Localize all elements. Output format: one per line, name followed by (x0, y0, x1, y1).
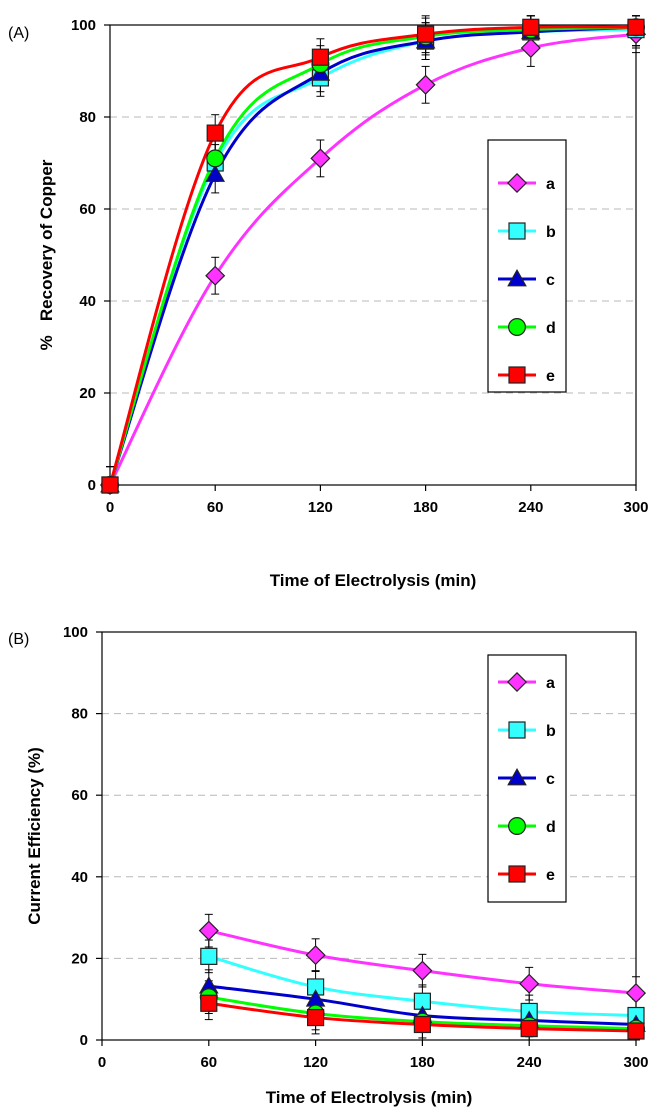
legend-label-d: d (546, 819, 556, 836)
x-tick-label: 240 (518, 499, 543, 516)
point-a (519, 973, 540, 994)
point-b (200, 947, 218, 965)
legend-marker-b (508, 222, 526, 240)
legend-marker-a (506, 671, 528, 693)
legend-marker-c (507, 767, 527, 786)
y-tick-label: 100 (71, 17, 96, 34)
legend: a b c d e (487, 654, 567, 903)
legend-label-b: b (546, 723, 556, 740)
legend-label-a: a (546, 675, 555, 692)
chart-panel-b: 0 20 40 60 80 100 0 60 120 180 240 300 (B) Time of El… (8, 624, 649, 1107)
x-axis-label: Time of Electrolysis (min) (266, 1088, 473, 1107)
legend-marker-e (508, 366, 526, 384)
legend-marker-c (507, 268, 527, 287)
y-tick-label: 80 (79, 109, 96, 126)
legend-label-e: e (546, 867, 555, 884)
x-tick-label: 60 (207, 499, 224, 516)
x-tick-label: 60 (200, 1054, 217, 1071)
legend-marker-d (508, 318, 527, 337)
x-tick-label: 240 (517, 1054, 542, 1071)
point-e (200, 994, 218, 1012)
point-a (520, 37, 541, 59)
point-e (206, 124, 224, 142)
legend-marker-a (506, 172, 528, 194)
y-tick-label: 20 (79, 385, 96, 402)
y-tick-label: 0 (80, 1032, 88, 1049)
legend-label-c: c (546, 272, 555, 289)
point-d (206, 149, 225, 168)
point-a (412, 960, 433, 981)
legend-marker-e (508, 865, 526, 883)
y-tick-label: 60 (71, 787, 88, 804)
y-tick-label: 20 (71, 950, 88, 967)
legend-marker-b (508, 721, 526, 739)
point-a (310, 148, 331, 169)
legend-label-b: b (546, 224, 556, 241)
point-c (205, 164, 226, 182)
point-e (627, 1022, 645, 1040)
legend: a b c d e (487, 139, 567, 393)
legend-marker-d (508, 816, 527, 835)
point-a (415, 74, 436, 95)
plot-frame (101, 631, 637, 1041)
chart-panel-a: 0 20 40 60 80 100 0 60 120 180 240 300 (A) Time of El… (8, 15, 649, 590)
point-a (625, 983, 647, 1004)
x-tick-label: 180 (410, 1054, 435, 1071)
y-tick-label: 80 (71, 706, 88, 723)
y-tick-label: 100 (63, 624, 88, 641)
y-axis-label: Current Efficiency (%) (25, 747, 44, 925)
x-tick-label: 0 (98, 1054, 106, 1071)
x-tick-label: 120 (308, 499, 333, 516)
x-tick-label: 120 (303, 1054, 328, 1071)
x-tick-label: 300 (623, 1054, 648, 1071)
plot-frame (109, 24, 637, 486)
y-tick-label: 40 (71, 869, 88, 886)
x-tick-label: 180 (413, 499, 438, 516)
y-axis-label: % Recovery of Copper (37, 159, 56, 350)
point-e (627, 18, 645, 36)
point-a (205, 265, 226, 286)
legend-label-e: e (546, 368, 555, 385)
x-tick-label: 300 (623, 499, 648, 516)
point-e (413, 1015, 431, 1034)
point-e (520, 1019, 538, 1038)
point-a (198, 920, 219, 941)
point-e (522, 18, 540, 36)
point-e (101, 476, 119, 494)
point-a (305, 945, 326, 966)
y-tick-label: 0 (88, 477, 96, 494)
legend-label-d: d (546, 320, 556, 337)
legend-label-a: a (546, 176, 555, 193)
panel-label: (A) (8, 25, 29, 42)
point-e (311, 48, 329, 66)
legend-label-c: c (546, 771, 555, 788)
y-tick-label: 60 (79, 201, 96, 218)
y-tick-label: 40 (79, 293, 96, 310)
x-tick-label: 0 (106, 499, 114, 516)
panel-label: (B) (8, 631, 29, 648)
point-e (417, 25, 435, 43)
point-e (307, 1008, 325, 1027)
x-axis-label: Time of Electrolysis (min) (270, 571, 477, 590)
